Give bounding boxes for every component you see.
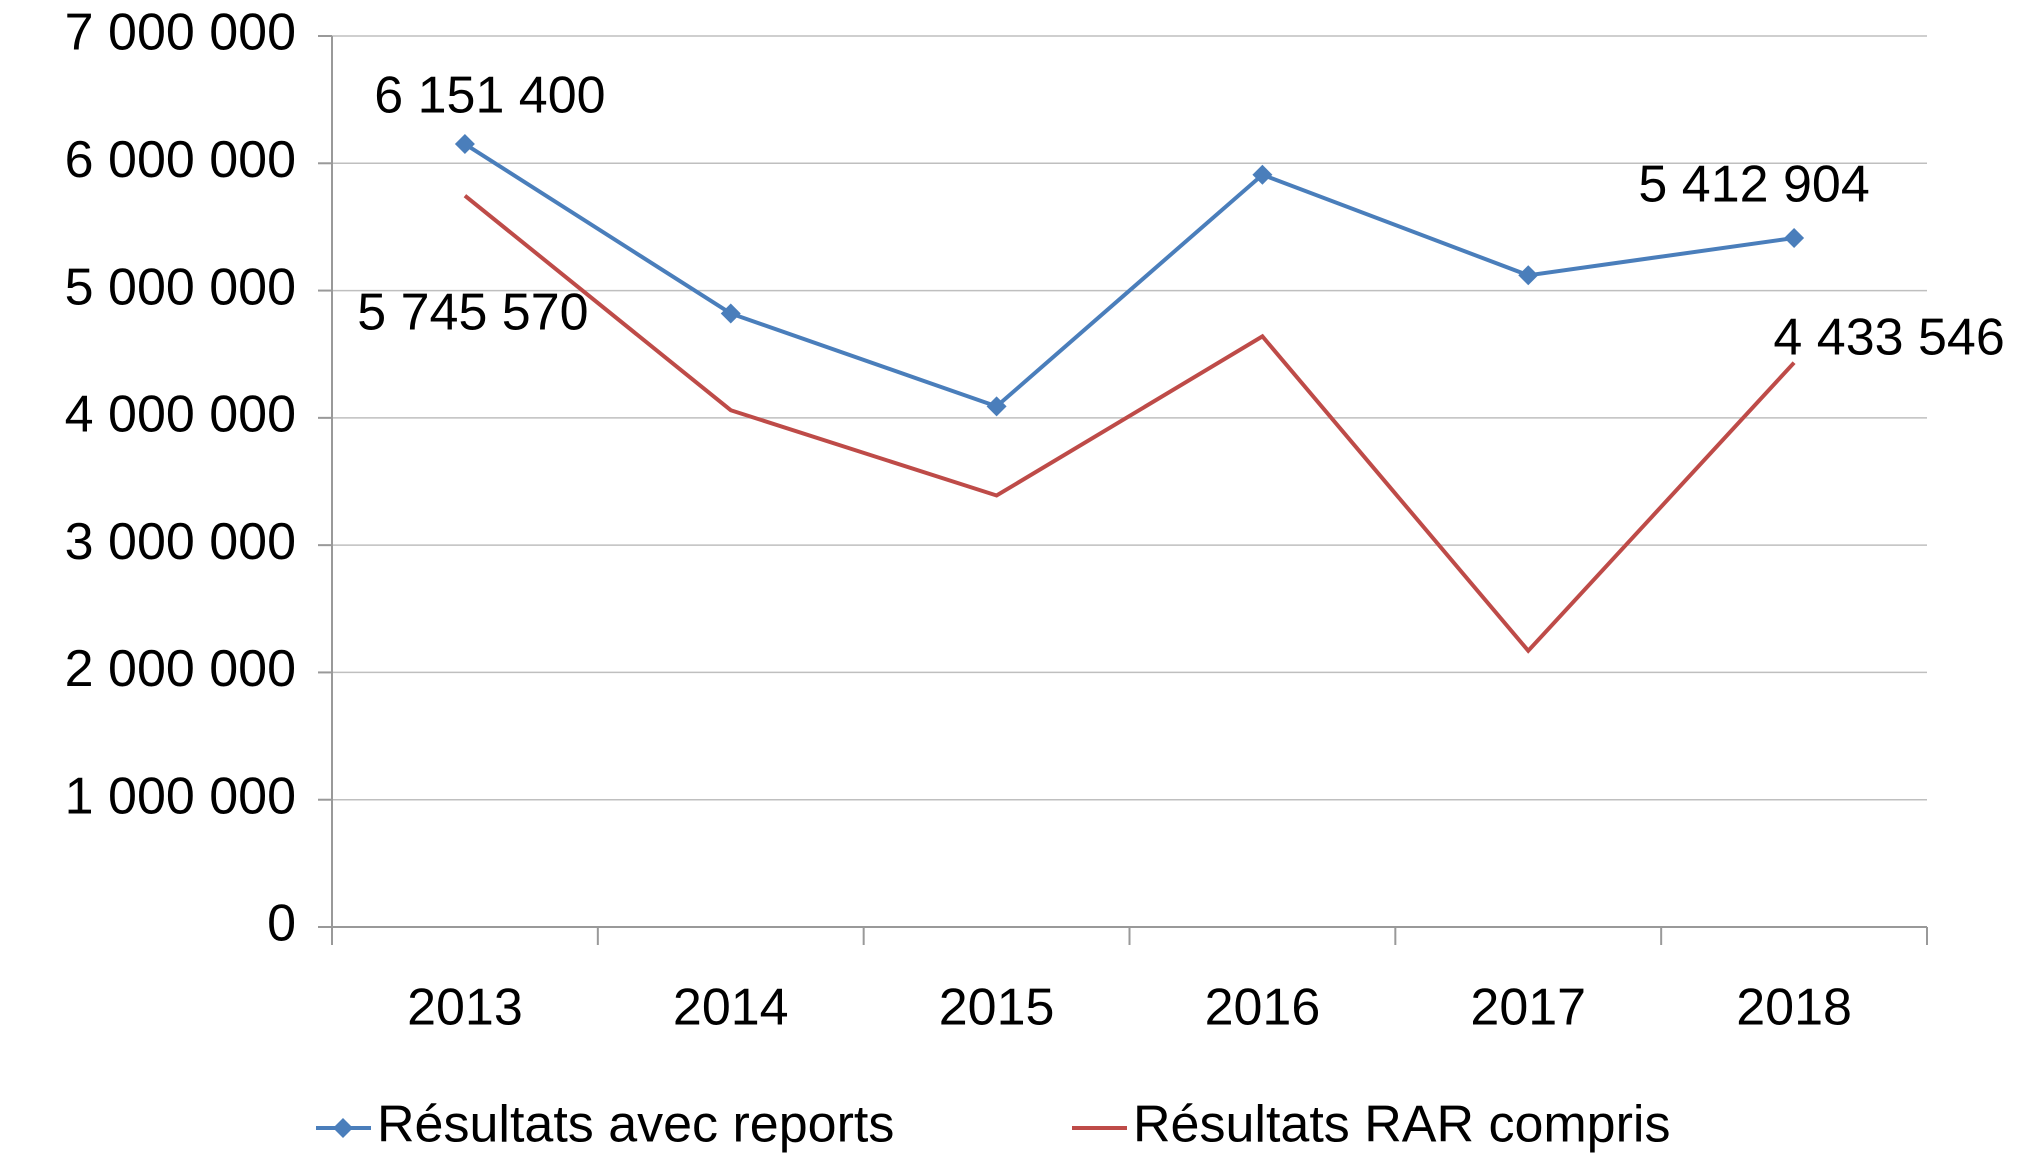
y-tick-label: 6 000 000	[65, 131, 296, 189]
legend-label: Résultats RAR compris	[1133, 1096, 1670, 1154]
x-tick-label: 2015	[939, 979, 1055, 1037]
point	[720, 303, 741, 324]
x-tick-label: 2013	[407, 979, 523, 1037]
data-label: 4 433 546	[1773, 308, 2004, 366]
data-label: 6 151 400	[374, 67, 605, 125]
y-tick-label: 3 000 000	[65, 513, 296, 571]
series-line	[463, 142, 1795, 409]
point	[454, 134, 475, 155]
x-tick-label: 2016	[1205, 979, 1321, 1037]
y-tick-label: 7 000 000	[65, 4, 296, 62]
point	[986, 396, 1007, 417]
data-label: 5 745 570	[357, 283, 588, 341]
y-tick-label: 5 000 000	[65, 258, 296, 316]
x-tick-label: 2017	[1470, 979, 1586, 1037]
point	[1784, 228, 1805, 249]
y-tick-label: 4 000 000	[65, 386, 296, 444]
point	[1252, 164, 1273, 185]
legend-marker	[333, 1118, 353, 1138]
legend-label: Résultats avec reports	[377, 1096, 894, 1154]
x-tick-label: 2014	[673, 979, 789, 1037]
y-tick-label: 2 000 000	[65, 640, 296, 698]
x-tick-label: 2018	[1736, 979, 1852, 1037]
point	[1518, 265, 1539, 286]
series-line	[463, 194, 1796, 654]
y-tick-label: 1 000 000	[65, 767, 296, 825]
data-label: 5 412 904	[1638, 156, 1869, 214]
y-tick-label: 0	[267, 895, 296, 953]
